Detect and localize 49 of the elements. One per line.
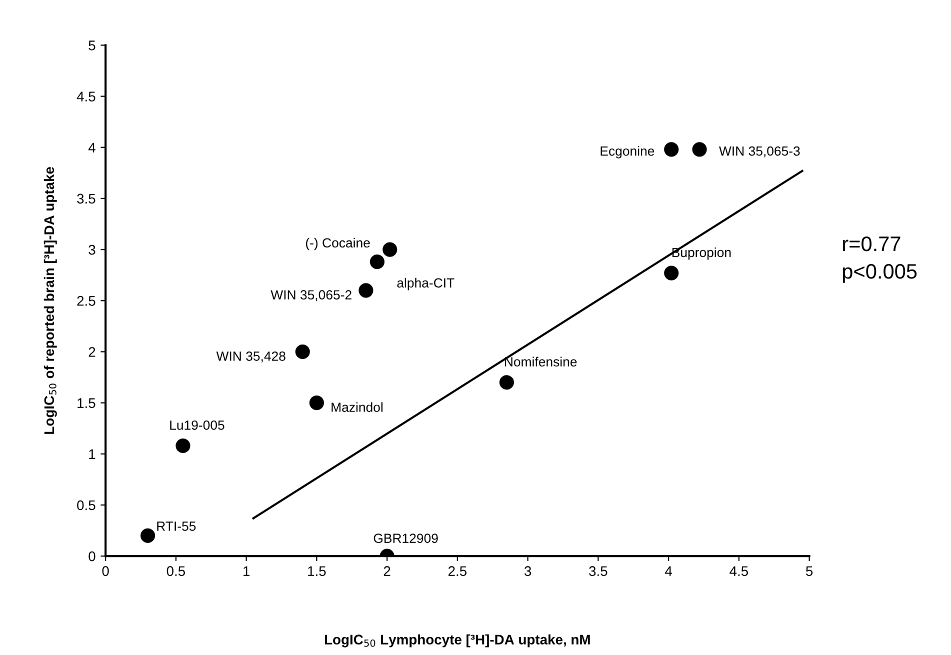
annotation: Ecgonine	[600, 146, 654, 158]
y-tick-label: 1.5	[78, 398, 96, 408]
y-tick-label: 3	[88, 244, 96, 255]
x-tick-label: 4	[665, 566, 672, 576]
x-tick-label: 0	[102, 566, 109, 576]
y-tick-label: 4	[88, 142, 96, 152]
point	[692, 142, 707, 157]
annotation: RTI-55	[157, 522, 196, 531]
annotation: GBR12909	[374, 534, 438, 543]
y-tick-label: 4.5	[76, 92, 96, 102]
annotation: Mazindol	[332, 402, 382, 412]
point	[370, 254, 384, 270]
y-tick-label: 2.5	[77, 296, 96, 306]
y-tick-label: 3.5	[77, 194, 96, 204]
x-tick-label: 0.5	[166, 566, 186, 576]
point	[664, 266, 679, 280]
point	[140, 528, 156, 543]
point	[499, 375, 514, 390]
annotation: Nomifensine	[504, 356, 577, 366]
point	[358, 283, 374, 298]
annotation: alpha-CIT	[397, 278, 454, 290]
y-axis-title: LogIC$_{50}$ of reported brain [³H]-DA uptake	[44, 167, 57, 434]
annotation: Lu19-005	[170, 420, 224, 430]
x-tick-label: 3.5	[589, 566, 608, 576]
y-tick-label: 2	[88, 347, 96, 357]
annotation: WIN 35,428	[216, 351, 286, 362]
annotation: Bupropion	[672, 247, 731, 260]
annotation: (-) Cocaine	[306, 238, 370, 250]
x-tick-label: 4.5	[730, 566, 748, 576]
point	[382, 242, 398, 257]
text: r=0.77	[843, 236, 900, 252]
x-axis-title: LogIC$_{50}$ Lymphocyte [³H]-DA uptake, nM	[324, 634, 590, 648]
text: p<0.005	[842, 264, 917, 283]
x-tick-label: 2.5	[448, 566, 467, 576]
annotation: WIN 35,065-3	[719, 146, 800, 158]
y-tick-label: 0	[88, 551, 96, 562]
point	[664, 142, 679, 157]
x-tick-label: 2	[384, 566, 390, 576]
point	[295, 344, 310, 360]
x-tick-label: 1	[244, 566, 250, 576]
x-tick-label: 1.5	[308, 566, 326, 576]
point	[309, 396, 324, 410]
annotation: WIN 35,065-2	[270, 290, 352, 302]
y-tick-label: 1	[89, 449, 96, 459]
x-tick-label: 3	[524, 566, 532, 576]
x-tick-label: 5	[806, 566, 813, 576]
y-tick-label: 0.5	[77, 500, 96, 510]
point	[176, 438, 190, 454]
y-tick-label: 5	[88, 40, 96, 50]
